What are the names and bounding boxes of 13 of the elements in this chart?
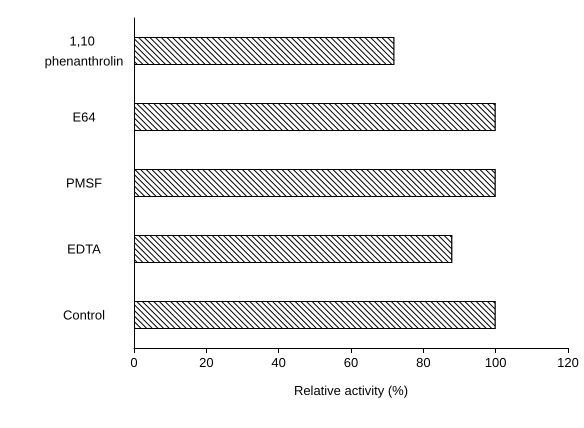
- y-tick-label: Control: [63, 308, 106, 322]
- x-tick-label: 40: [271, 355, 286, 370]
- y-tick-label: EDTA: [67, 242, 102, 256]
- x-tick-label: 20: [199, 355, 214, 370]
- x-tick-label: 0: [130, 355, 138, 370]
- y-tick-label: E64: [72, 110, 96, 124]
- x-tick-label: 60: [344, 355, 358, 370]
- x-tick-label: 120: [557, 355, 579, 370]
- x-tick-label: 80: [416, 355, 431, 370]
- x-axis-title: Relative activity (%): [294, 383, 408, 398]
- y-tick-label: 1,10 phenanthrolin: [44, 34, 124, 68]
- y-tick-label: PMSF: [66, 176, 102, 190]
- x-tick-label: 100: [484, 355, 507, 370]
